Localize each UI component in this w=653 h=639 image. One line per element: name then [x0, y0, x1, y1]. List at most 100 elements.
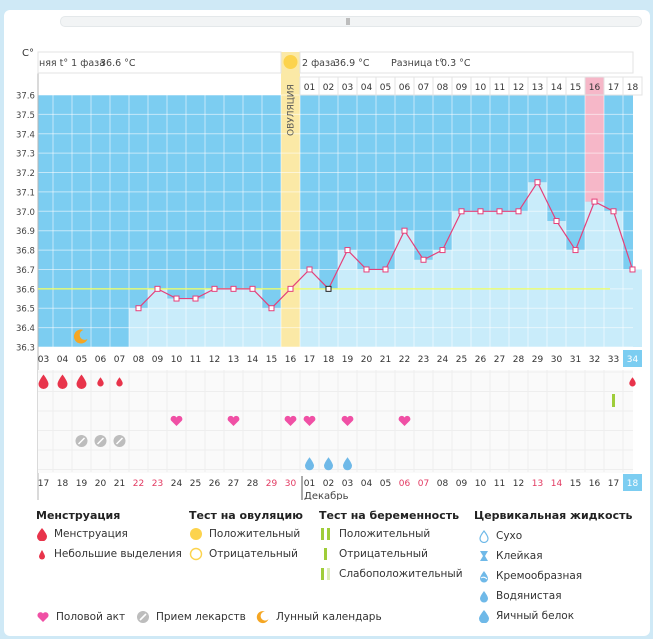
legend-ovtest-title: Тест на овуляцию	[189, 509, 303, 522]
sun-filled-icon	[190, 528, 202, 540]
cycle-day-label: 14	[247, 355, 259, 365]
y-tick-label: 36.9	[16, 227, 35, 237]
legend-preg-title: Тест на беременность	[319, 509, 460, 522]
eggwhite-icon	[479, 610, 489, 623]
last-day-cell	[623, 350, 642, 367]
watery-icon	[480, 591, 488, 603]
heart-icon	[37, 612, 49, 622]
temp-area-col	[338, 250, 357, 347]
cycle-day-label: 28	[513, 355, 525, 365]
calendar-date-label: 17	[38, 479, 49, 489]
cycle-day-label: 29	[532, 355, 544, 365]
phase1-value: 36.6 °C	[100, 58, 136, 69]
top-day-cell	[622, 76, 643, 96]
legend-spotting-label: Небольшие выделения	[54, 548, 182, 560]
moon-icon	[256, 611, 269, 624]
top-day-label: 18	[627, 83, 639, 93]
cycle-day-label: 11	[190, 355, 201, 365]
horizontal-scrollbar[interactable]	[60, 16, 642, 27]
drop-icon	[37, 528, 47, 541]
legend-dry: Сухо	[478, 529, 522, 543]
legend-preg-negative-label: Отрицательный	[339, 548, 428, 560]
temperature-point	[192, 295, 199, 302]
calendar-date-label: 17	[608, 479, 619, 489]
temperature-point	[173, 295, 180, 302]
top-day-label: 16	[589, 83, 601, 93]
legend-eggwhite: Яичный белок	[478, 609, 574, 623]
temperature-point	[629, 266, 636, 273]
temperature-point	[496, 208, 503, 215]
creamy-icon	[480, 571, 488, 583]
calendar-date-label: 15	[570, 479, 581, 489]
legend-intercourse: Половой акт	[36, 610, 125, 624]
cycle-day-label: 34	[627, 355, 639, 365]
calendar-date-label: 08	[437, 479, 449, 489]
pill-stroke	[115, 437, 124, 445]
calendar-date-label: 10	[475, 479, 487, 489]
legend-menstruation-label: Менструация	[54, 528, 128, 540]
y-tick-label: 37.1	[16, 188, 35, 198]
top-day-label: 07	[418, 83, 429, 93]
cycle-day-label: 24	[437, 355, 449, 365]
calendar-date-label: 13	[532, 479, 543, 489]
diff-value: 0.3 °C	[441, 58, 471, 69]
y-tick-label: 36.3	[16, 344, 35, 354]
marker-area	[38, 370, 633, 473]
legend-preg-positive-label: Положительный	[339, 528, 431, 540]
cycle-day-label: 16	[285, 355, 297, 365]
header-phase2-box	[299, 51, 634, 74]
cycle-day-label: 15	[266, 355, 277, 365]
temp-area-col	[604, 211, 623, 347]
cycle-day-label: 25	[456, 355, 467, 365]
calendar-date-label: 27	[228, 479, 239, 489]
legend-preg-positive: Положительный	[319, 527, 430, 541]
calendar-date-label: 23	[152, 479, 163, 489]
top-day-label: 06	[399, 83, 411, 93]
legend-dry-label: Сухо	[496, 530, 523, 542]
temperature-point	[420, 256, 427, 263]
cycle-day-label: 04	[57, 355, 69, 365]
top-day-label: 14	[551, 83, 563, 93]
y-tick-label: 36.5	[16, 305, 35, 315]
calendar-date-label: 06	[399, 479, 411, 489]
top-day-label: 17	[608, 83, 619, 93]
menstruation-drop-icon	[38, 374, 49, 389]
cycle-day-label: 26	[475, 355, 487, 365]
highlight-column	[585, 77, 604, 202]
calendar-date-label: 18	[57, 479, 69, 489]
temperature-point	[154, 285, 161, 292]
calendar-date-label: 20	[95, 479, 107, 489]
temperature-point	[135, 305, 142, 312]
temperature-point	[363, 266, 370, 273]
calendar-date-label: 18	[627, 479, 639, 489]
cycle-day-label: 19	[342, 355, 354, 365]
calendar-date-label: 14	[551, 479, 563, 489]
ovulation-column	[281, 52, 300, 347]
temperature-point	[610, 208, 617, 215]
heart-icon	[303, 415, 316, 426]
scroll-thumb[interactable]	[346, 18, 350, 25]
calendar-date-label: 19	[76, 479, 88, 489]
temperature-point	[458, 208, 465, 215]
cycle-day-label: 07	[114, 355, 125, 365]
spotting-drop-icon	[629, 377, 636, 387]
y-tick-label: 37.4	[16, 130, 35, 140]
temperature-point	[287, 285, 294, 292]
temperature-point	[534, 179, 541, 186]
temperature-point	[439, 247, 446, 254]
weak-bar-icon	[321, 568, 330, 580]
cycle-day-label: 05	[76, 355, 87, 365]
calendar-date-label: 22	[133, 479, 144, 489]
top-day-label: 13	[532, 83, 543, 93]
calendar-date-label: 03	[342, 479, 353, 489]
top-day-label: 05	[380, 83, 391, 93]
pill-icon	[137, 611, 149, 623]
temp-area-col	[186, 298, 205, 347]
single-bar-icon	[324, 548, 327, 560]
cycle-day-label: 10	[171, 355, 183, 365]
temp-area-col	[566, 250, 585, 347]
y-tick-label: 36.7	[16, 266, 35, 276]
top-day-label: 08	[437, 83, 449, 93]
legend-creamy: Кремообразная	[478, 569, 582, 583]
temperature-point	[401, 227, 408, 234]
